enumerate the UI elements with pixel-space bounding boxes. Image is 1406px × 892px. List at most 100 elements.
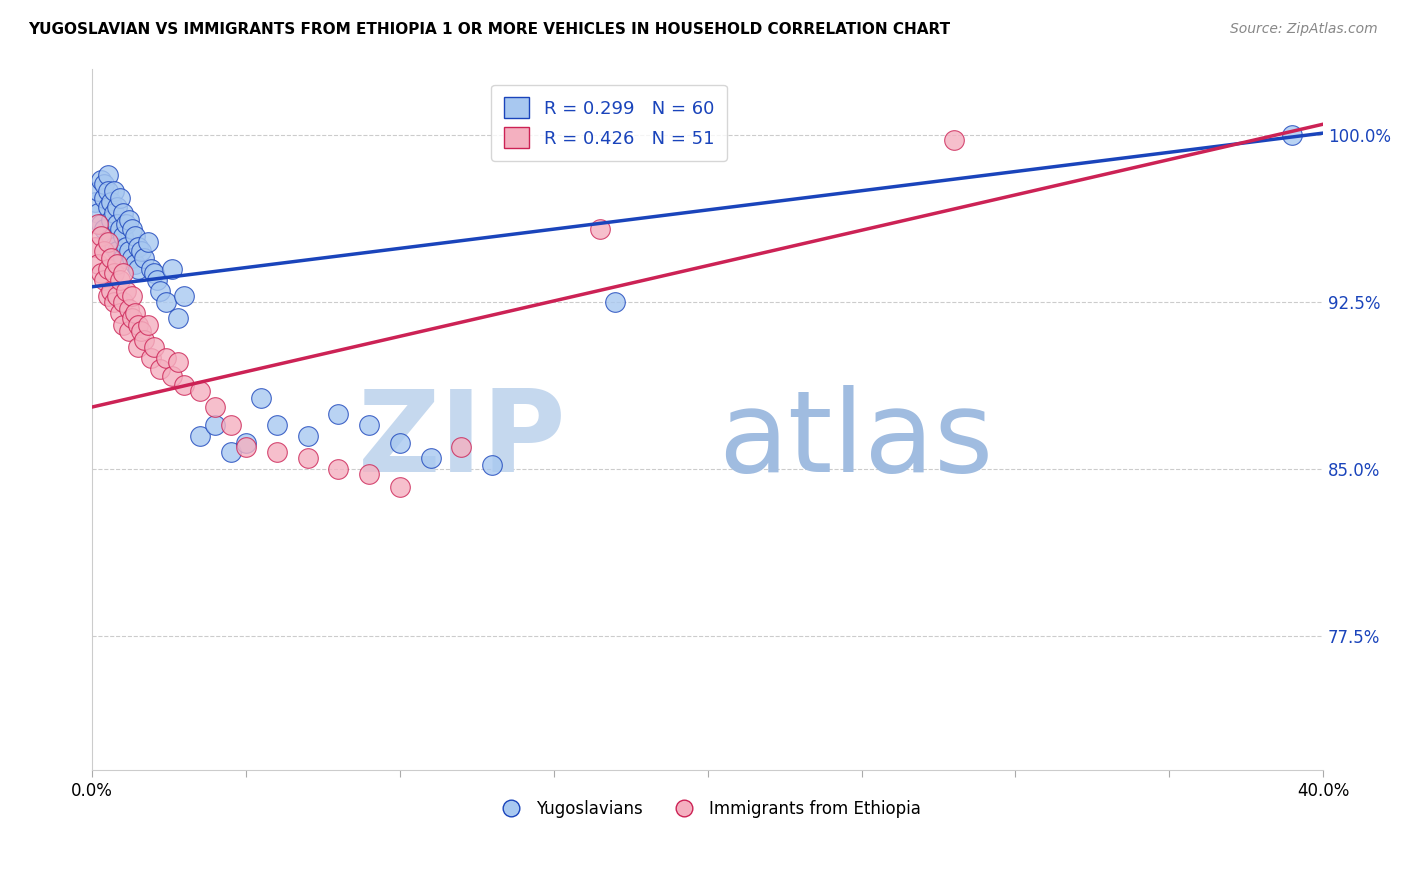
Point xyxy=(419,451,441,466)
Point xyxy=(121,251,143,265)
Point xyxy=(127,262,149,277)
Point xyxy=(97,184,120,198)
Point xyxy=(103,240,125,254)
Point xyxy=(100,228,122,243)
Point xyxy=(115,284,138,298)
Legend: Yugoslavians, Immigrants from Ethiopia: Yugoslavians, Immigrants from Ethiopia xyxy=(488,794,928,825)
Point xyxy=(84,240,107,254)
Point xyxy=(124,258,146,272)
Point xyxy=(97,262,120,277)
Text: ZIP: ZIP xyxy=(357,384,567,496)
Point xyxy=(124,228,146,243)
Point xyxy=(121,310,143,325)
Point xyxy=(328,462,350,476)
Point xyxy=(97,200,120,214)
Point xyxy=(111,206,134,220)
Point xyxy=(388,480,411,494)
Point xyxy=(204,400,226,414)
Point xyxy=(108,191,131,205)
Text: atlas: atlas xyxy=(717,384,993,496)
Point xyxy=(142,266,165,280)
Point xyxy=(87,218,110,232)
Point xyxy=(134,333,156,347)
Point xyxy=(108,222,131,236)
Point xyxy=(115,218,138,232)
Point xyxy=(127,240,149,254)
Point xyxy=(118,301,141,316)
Point xyxy=(108,273,131,287)
Point xyxy=(93,191,115,205)
Point xyxy=(105,218,128,232)
Point xyxy=(605,295,627,310)
Point xyxy=(155,295,177,310)
Point xyxy=(149,362,172,376)
Point xyxy=(97,288,120,302)
Point xyxy=(149,284,172,298)
Point xyxy=(105,258,128,272)
Point xyxy=(160,262,183,277)
Point xyxy=(942,133,965,147)
Point xyxy=(84,195,107,210)
Point xyxy=(118,244,141,259)
Point xyxy=(235,435,257,450)
Point xyxy=(100,284,122,298)
Point xyxy=(103,184,125,198)
Point xyxy=(250,391,273,405)
Point xyxy=(105,288,128,302)
Point xyxy=(266,444,288,458)
Point xyxy=(93,244,115,259)
Point xyxy=(160,368,183,383)
Point xyxy=(188,429,211,443)
Point xyxy=(136,318,159,332)
Point xyxy=(105,200,128,214)
Point xyxy=(87,184,110,198)
Point xyxy=(155,351,177,365)
Point xyxy=(103,266,125,280)
Point xyxy=(111,295,134,310)
Point xyxy=(297,451,319,466)
Point xyxy=(450,440,472,454)
Point xyxy=(388,435,411,450)
Point xyxy=(142,340,165,354)
Point xyxy=(481,458,503,472)
Point xyxy=(328,407,350,421)
Point xyxy=(589,222,612,236)
Point xyxy=(90,218,112,232)
Point xyxy=(188,384,211,399)
Point xyxy=(103,206,125,220)
Point xyxy=(111,251,134,265)
Point xyxy=(173,377,195,392)
Point xyxy=(124,306,146,320)
Point xyxy=(359,417,381,432)
Point xyxy=(146,273,169,287)
Point xyxy=(97,169,120,183)
Point xyxy=(173,288,195,302)
Point xyxy=(108,306,131,320)
Point xyxy=(134,251,156,265)
Point xyxy=(204,417,226,432)
Point xyxy=(105,244,128,259)
Point xyxy=(100,195,122,210)
Point xyxy=(118,324,141,338)
Point xyxy=(131,324,153,338)
Point xyxy=(131,244,153,259)
Point xyxy=(359,467,381,481)
Point xyxy=(266,417,288,432)
Point xyxy=(136,235,159,250)
Point xyxy=(127,340,149,354)
Point xyxy=(139,351,162,365)
Text: Source: ZipAtlas.com: Source: ZipAtlas.com xyxy=(1230,22,1378,37)
Point xyxy=(219,444,242,458)
Point xyxy=(93,222,115,236)
Point xyxy=(297,429,319,443)
Point xyxy=(118,213,141,227)
Point xyxy=(103,295,125,310)
Point xyxy=(167,355,190,369)
Point xyxy=(87,258,110,272)
Point xyxy=(93,178,115,192)
Point xyxy=(139,262,162,277)
Point xyxy=(121,288,143,302)
Point xyxy=(167,310,190,325)
Point xyxy=(93,273,115,287)
Point xyxy=(235,440,257,454)
